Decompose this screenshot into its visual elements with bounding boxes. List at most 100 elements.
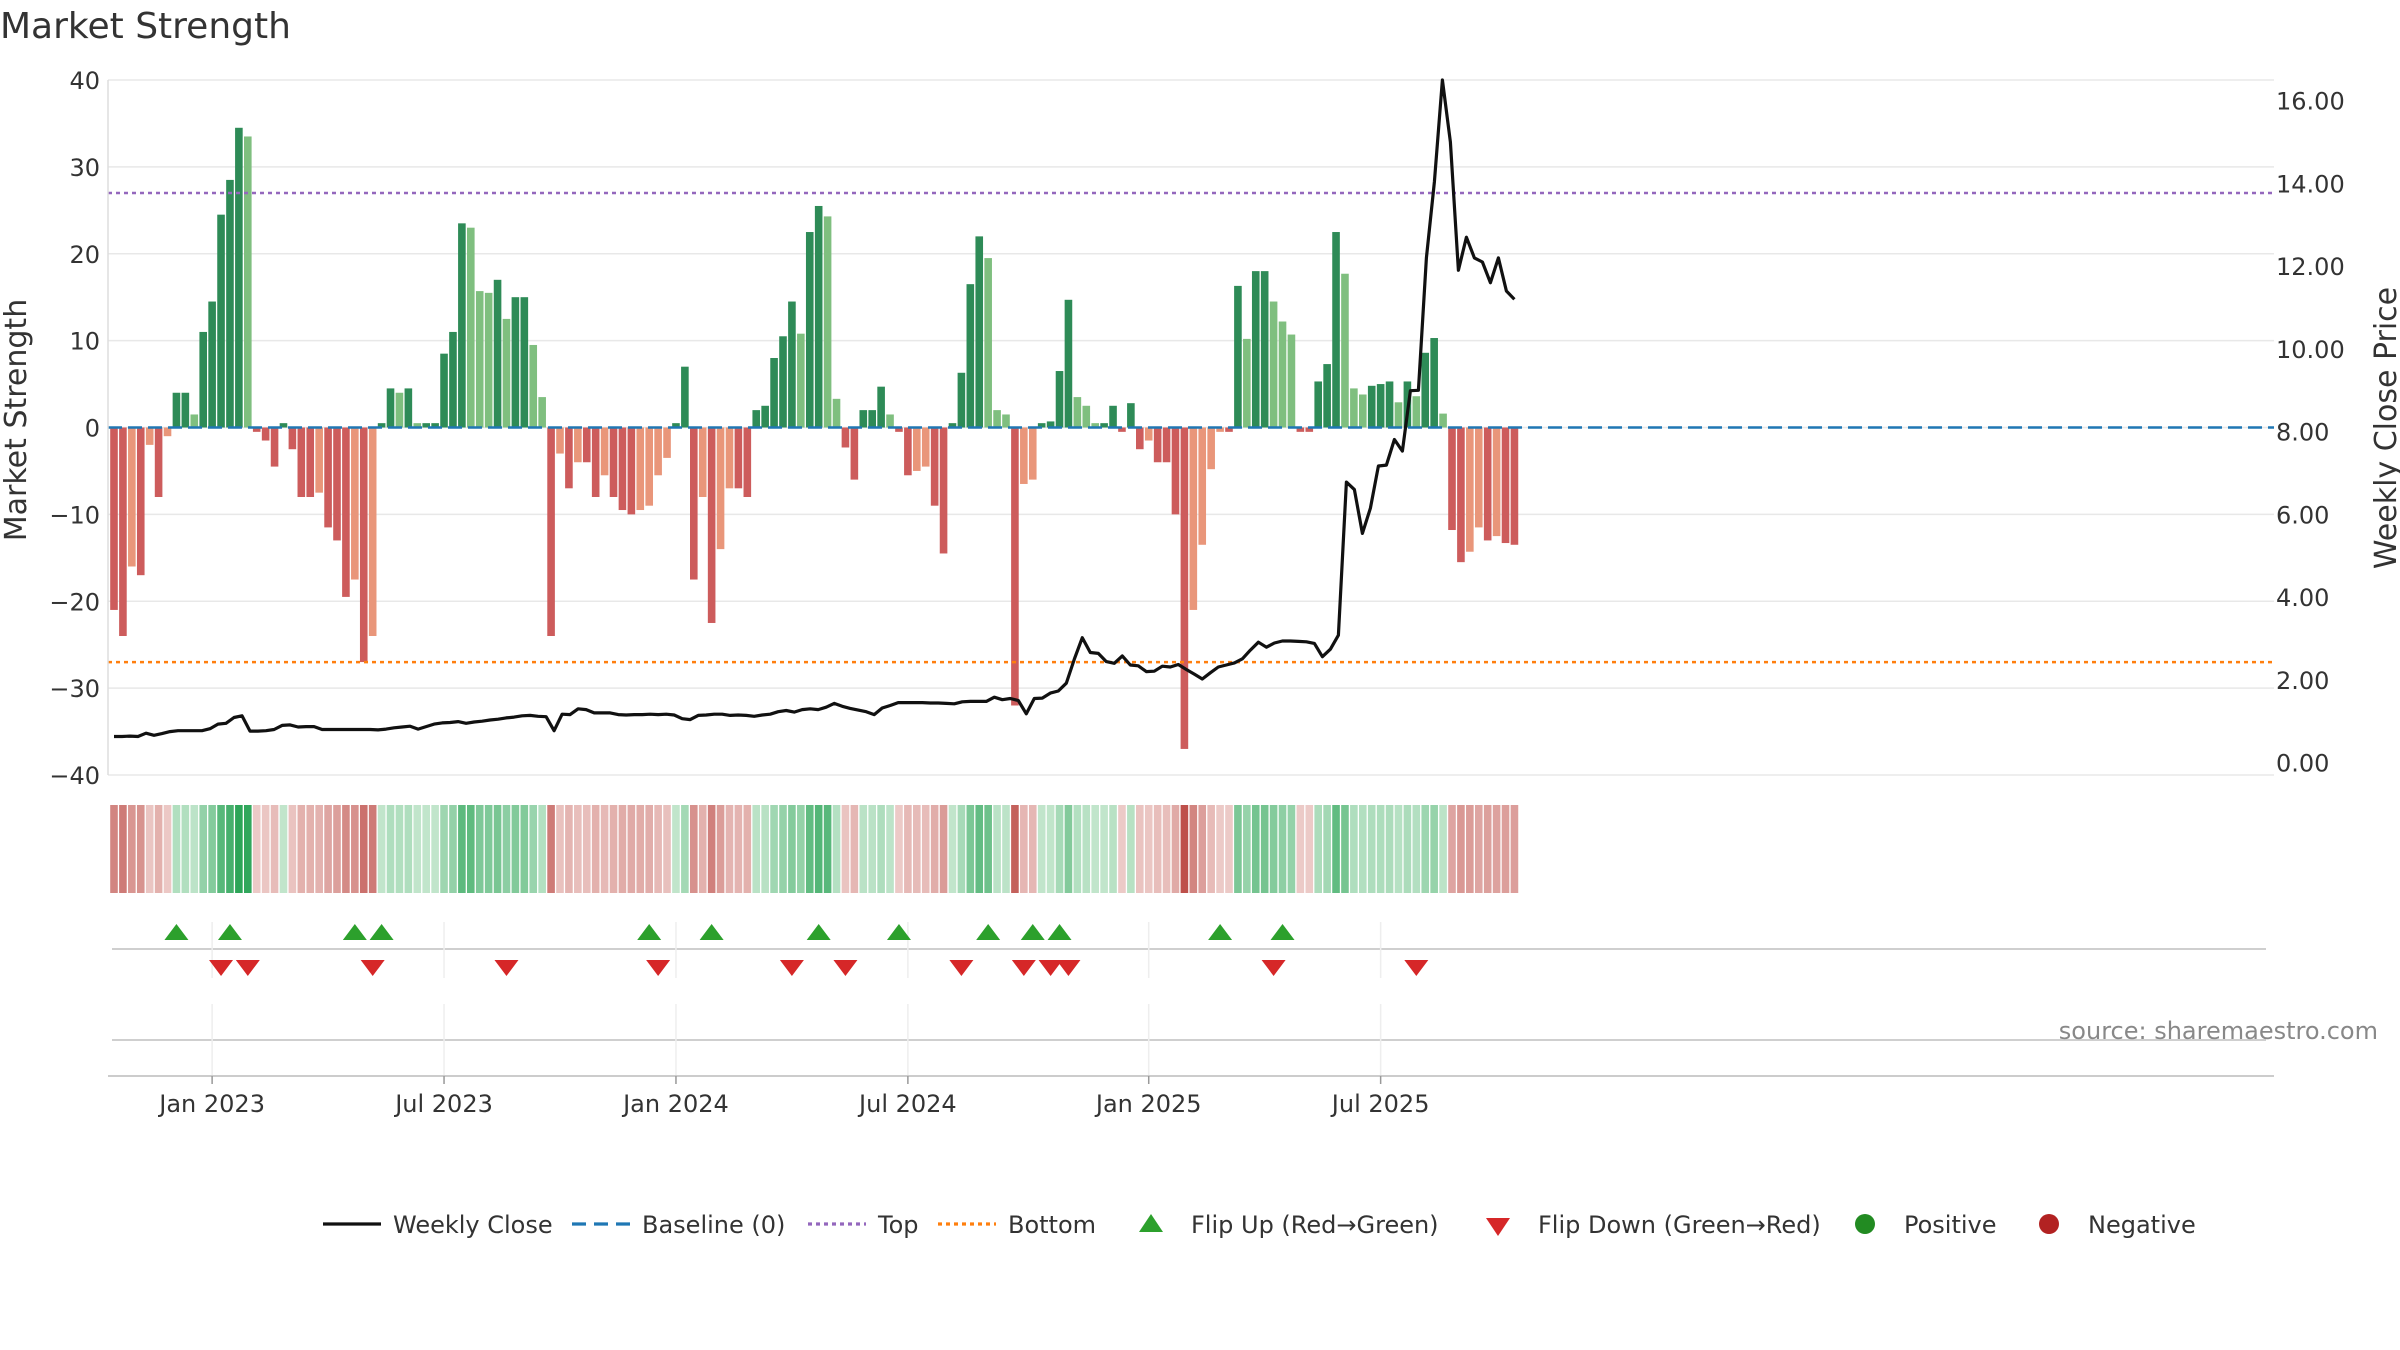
heat-cell: [1367, 805, 1376, 893]
heat-cell: [333, 805, 341, 893]
heat-cell: [1287, 805, 1296, 893]
flip-up-marker: [1208, 924, 1233, 940]
strength-bar: [110, 427, 118, 610]
heat-cell: [734, 805, 743, 893]
heat-cell: [1341, 805, 1349, 893]
x-tick-label: Jul 2023: [393, 1090, 493, 1118]
strength-bar: [1127, 403, 1135, 428]
heat-cell: [939, 805, 948, 893]
heat-cell: [904, 805, 912, 893]
heat-cell: [797, 805, 805, 893]
strength-bar: [431, 423, 439, 428]
heat-cell: [342, 805, 350, 893]
legend-label: Baseline (0): [642, 1211, 785, 1239]
strength-bar: [449, 331, 457, 428]
heat-cell: [1350, 805, 1358, 893]
right-tick-label: 2.00: [2276, 667, 2329, 695]
strength-bar: [993, 410, 1001, 428]
strength-bar: [1448, 427, 1456, 531]
strength-bar: [582, 427, 591, 463]
heat-cell: [1501, 805, 1510, 893]
strength-bar: [1207, 427, 1215, 470]
strength-bar: [261, 427, 270, 441]
strength-bar: [725, 427, 734, 489]
strength-bar: [1323, 364, 1331, 428]
strength-bar: [645, 427, 653, 506]
strength-bar: [1430, 338, 1438, 428]
legend-label: Bottom: [1008, 1211, 1096, 1239]
legend-label: Top: [877, 1211, 919, 1239]
heat-cell: [993, 805, 1001, 893]
heat-cell: [770, 805, 778, 893]
heat-cell: [172, 805, 181, 893]
heat-cell: [1109, 805, 1117, 893]
heat-cell: [1055, 805, 1064, 893]
strength-bar: [163, 427, 172, 437]
strength-bar: [1439, 413, 1447, 428]
legend-label: Negative: [2088, 1211, 2196, 1239]
heat-cell: [1198, 805, 1207, 893]
strength-bar: [761, 405, 769, 428]
heat-cell: [574, 805, 582, 893]
strength-bar: [1341, 273, 1349, 428]
legend-label: Flip Up (Red→Green): [1191, 1211, 1439, 1239]
heat-cell: [1305, 805, 1314, 893]
heat-cell: [609, 805, 618, 893]
heat-cell: [1260, 805, 1269, 893]
heat-cell: [1376, 805, 1385, 893]
heat-cell: [270, 805, 279, 893]
heat-cell: [1474, 805, 1483, 893]
strength-bar: [904, 427, 912, 476]
heat-cell: [235, 805, 243, 893]
strength-bar: [342, 427, 350, 597]
heat-cell: [1073, 805, 1082, 893]
flip-down-marker: [779, 960, 804, 976]
legend: Weekly Close Baseline (0) Top Bottom Flip Up…: [323, 1211, 2196, 1239]
left-axis: 40 30 20 10 0 −10 −20 −30 −40: [49, 67, 109, 790]
strength-bar: [377, 423, 386, 428]
strength-bar: [814, 205, 823, 428]
strength-bar: [279, 423, 288, 428]
strength-bar: [690, 427, 698, 580]
heat-cell: [1180, 805, 1189, 893]
strength-bar: [957, 372, 966, 428]
strength-bar: [654, 427, 662, 476]
heat-cell: [315, 805, 323, 893]
heat-cell: [636, 805, 645, 893]
strength-bar: [1483, 427, 1492, 541]
strength-bar: [1109, 405, 1117, 428]
strength-bar: [1510, 427, 1519, 545]
strength-bar: [1466, 427, 1474, 552]
strength-bar: [1225, 427, 1233, 432]
strength-bar: [636, 427, 645, 511]
strength-bar: [895, 427, 903, 432]
strength-bar: [359, 427, 368, 663]
legend-label: Weekly Close: [393, 1211, 553, 1239]
strength-bar: [547, 427, 555, 636]
heat-cell: [823, 805, 832, 893]
heat-cell: [681, 805, 689, 893]
heat-cell: [529, 805, 538, 893]
flip-down-marker: [1404, 960, 1429, 976]
heat-cell: [752, 805, 761, 893]
strength-bar: [698, 427, 707, 497]
heat-cell: [850, 805, 859, 893]
heat-cell: [948, 805, 957, 893]
strength-bar: [975, 236, 984, 428]
heat-cell: [279, 805, 288, 893]
right-tick-label: 0.00: [2276, 750, 2329, 778]
heat-cell: [761, 805, 769, 893]
strength-bar: [1350, 388, 1358, 428]
heat-cell: [886, 805, 894, 893]
strength-bar: [1055, 371, 1064, 428]
x-tick-label: Jul 2024: [857, 1090, 957, 1118]
heat-cell: [244, 805, 252, 893]
flip-down-marker: [360, 960, 385, 976]
flip-up-marker: [1047, 924, 1072, 940]
strength-bars: [110, 127, 1519, 749]
left-tick-label: 30: [69, 154, 100, 182]
heat-cell: [1323, 805, 1331, 893]
heat-cell: [1421, 805, 1430, 893]
left-axis-title: Market Strength: [0, 299, 34, 541]
flip-down-marker: [494, 960, 519, 976]
